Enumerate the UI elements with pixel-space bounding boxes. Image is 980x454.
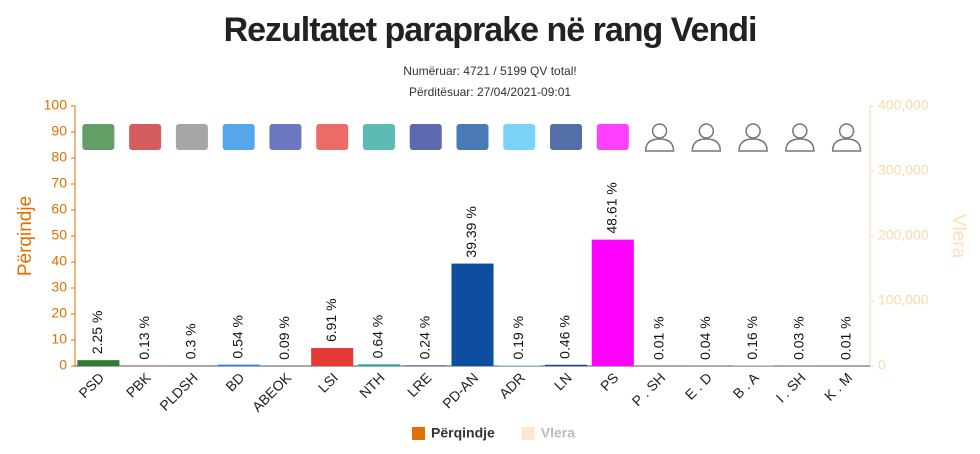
value-label: 0.54 % [229, 315, 245, 359]
x-tick-label: BD [222, 369, 247, 394]
bar [77, 360, 120, 366]
party-logo [596, 124, 629, 150]
x-tick-label: ADR [496, 369, 528, 401]
value-label: 0.13 % [136, 316, 152, 360]
person-icon [831, 138, 862, 152]
y-tick-label: 10 [51, 331, 67, 347]
x-tick-label: PD-AN [439, 369, 481, 411]
x-tick-label: PBK [123, 369, 155, 401]
chart-subtitle: Përditësuar: 27/04/2021-09:01 [409, 85, 571, 99]
y-tick-label: 100 [44, 97, 68, 113]
person-icon [745, 123, 761, 139]
bar [357, 364, 401, 366]
bar [404, 365, 447, 366]
y2-tick-label: 200,000 [878, 227, 929, 243]
bar [544, 364, 588, 366]
party-logo [316, 124, 349, 150]
x-tick-label: I . SH [773, 369, 809, 405]
y-tick-label: 80 [51, 149, 67, 165]
y-tick-label: 40 [51, 253, 67, 269]
value-label: 6.91 % [323, 298, 339, 342]
y2-tick-label: 0 [878, 357, 886, 373]
person-icon [792, 123, 808, 139]
x-tick-label: B . A [730, 369, 763, 402]
y-tick-label: 0 [59, 357, 67, 373]
value-label: 0.01 % [837, 316, 853, 360]
party-logo [129, 124, 162, 150]
y2-axis-label: Vlera [948, 214, 969, 259]
party-logo [503, 124, 536, 150]
person-icon [644, 138, 675, 152]
party-logo [409, 124, 442, 150]
person-icon [838, 123, 855, 139]
x-tick-label: K . M [821, 369, 855, 403]
x-tick-label: ABEOK [249, 369, 295, 415]
party-logo [456, 124, 489, 150]
x-tick-label: LN [551, 369, 575, 393]
party-logo [175, 124, 208, 150]
legend-label: Vlera [541, 425, 575, 441]
y-tick-label: 30 [51, 279, 67, 295]
bar [311, 348, 354, 366]
value-label: 0.09 % [276, 316, 292, 360]
bar [591, 239, 634, 366]
chart-subtitle: Numëruar: 4721 / 5199 QV total! [403, 64, 576, 78]
x-tick-label: P . SH [629, 369, 669, 409]
x-tick-label: PSD [75, 369, 107, 401]
chart-title: Rezultatet paraprake në rang Vendi [224, 11, 757, 49]
y-tick-label: 70 [51, 175, 67, 191]
person-icon [698, 123, 715, 139]
party-logo [269, 124, 302, 150]
party-logo [550, 124, 583, 150]
y2-tick-label: 300,000 [878, 162, 929, 178]
bar [170, 365, 213, 366]
person-icon [738, 138, 768, 152]
y-tick-label: 20 [51, 305, 67, 321]
value-label: 0.04 % [697, 316, 713, 360]
person-icon [785, 138, 815, 152]
legend-swatch [521, 427, 535, 440]
legend-label: Përqindje [431, 425, 495, 441]
x-tick-label: LSI [315, 369, 341, 395]
party-logo [362, 124, 395, 150]
x-tick-label: E . D [682, 369, 715, 402]
bar [217, 364, 260, 366]
value-label: 39.39 % [463, 206, 479, 257]
value-label: 0.46 % [557, 315, 573, 359]
y2-tick-label: 100,000 [878, 292, 929, 308]
value-label: 0.24 % [416, 316, 432, 360]
value-label: 0.3 % [183, 323, 199, 359]
value-label: 2.25 % [89, 311, 105, 355]
bar [451, 263, 494, 366]
value-label: 0.01 % [650, 316, 666, 360]
y-tick-label: 50 [51, 227, 67, 243]
party-logo [222, 124, 255, 150]
value-label: 0.16 % [744, 316, 760, 360]
y-axis-label: Përqindje [15, 196, 36, 276]
x-tick-label: LRE [404, 369, 435, 400]
legend-swatch [412, 427, 425, 440]
y-tick-label: 60 [51, 201, 67, 217]
value-label: 0.03 % [791, 316, 807, 360]
party-logo [82, 124, 115, 150]
x-tick-label: PLDSH [156, 369, 200, 413]
value-label: 0.19 % [510, 316, 526, 360]
value-label: 48.61 % [603, 182, 619, 233]
y-tick-label: 90 [51, 123, 67, 139]
y2-tick-label: 400,000 [878, 97, 929, 113]
value-label: 0.64 % [370, 315, 386, 359]
person-icon [651, 123, 668, 139]
x-tick-label: PS [597, 369, 622, 394]
person-icon [691, 138, 722, 152]
x-tick-label: NTH [356, 369, 388, 401]
